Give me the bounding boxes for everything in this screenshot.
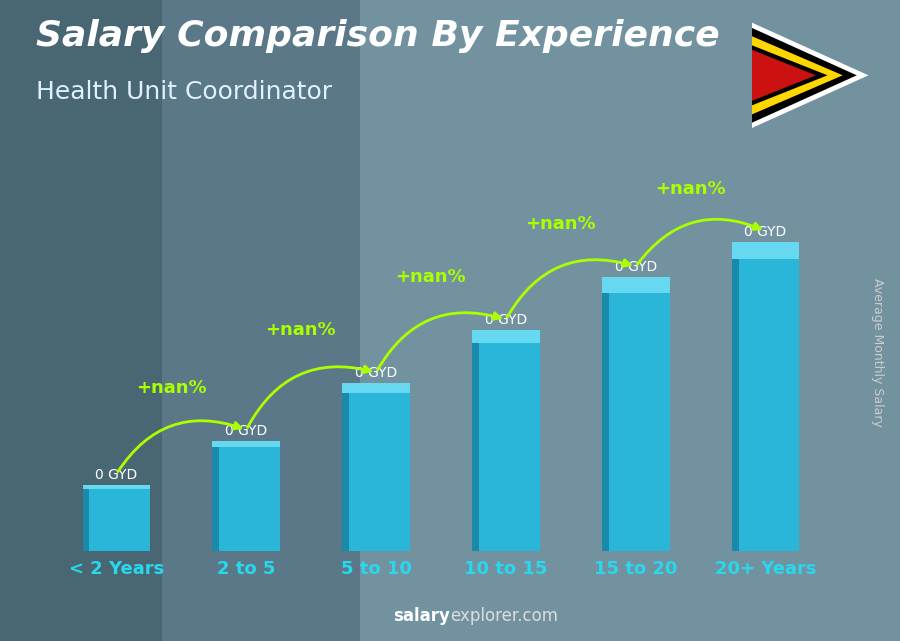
Bar	[212, 441, 220, 551]
Bar	[472, 331, 479, 551]
Text: Salary Comparison By Experience: Salary Comparison By Experience	[36, 19, 720, 53]
Text: Health Unit Coordinator: Health Unit Coordinator	[36, 80, 332, 104]
Bar	[602, 278, 670, 551]
Bar	[342, 383, 349, 551]
Polygon shape	[752, 36, 842, 115]
Bar	[602, 278, 670, 292]
Bar	[360, 0, 900, 641]
Bar	[732, 242, 739, 551]
Polygon shape	[752, 28, 857, 123]
Bar	[342, 383, 410, 551]
Text: 0 GYD: 0 GYD	[225, 424, 267, 438]
Text: +nan%: +nan%	[655, 180, 725, 198]
Text: +nan%: +nan%	[395, 269, 466, 287]
Bar	[83, 485, 150, 551]
Bar	[732, 242, 799, 259]
Bar	[472, 331, 540, 551]
Bar	[83, 485, 89, 551]
Bar	[0, 0, 162, 641]
Bar	[83, 485, 150, 488]
Text: 0 GYD: 0 GYD	[355, 367, 397, 380]
Polygon shape	[752, 49, 815, 101]
Text: Average Monthly Salary: Average Monthly Salary	[871, 278, 884, 427]
Bar	[732, 242, 799, 551]
Text: 0 GYD: 0 GYD	[615, 260, 657, 274]
Text: 0 GYD: 0 GYD	[95, 468, 138, 482]
Text: 0 GYD: 0 GYD	[485, 313, 527, 328]
Text: explorer.com: explorer.com	[450, 607, 558, 625]
Polygon shape	[752, 22, 868, 128]
Text: 0 GYD: 0 GYD	[744, 225, 787, 239]
Bar	[602, 278, 608, 551]
Bar	[212, 441, 280, 447]
Text: salary: salary	[393, 607, 450, 625]
Bar	[212, 441, 280, 551]
Bar	[342, 383, 410, 393]
Bar	[472, 331, 540, 342]
Polygon shape	[752, 45, 828, 106]
Text: +nan%: +nan%	[136, 379, 206, 397]
Text: +nan%: +nan%	[525, 215, 596, 233]
Text: +nan%: +nan%	[266, 321, 336, 339]
